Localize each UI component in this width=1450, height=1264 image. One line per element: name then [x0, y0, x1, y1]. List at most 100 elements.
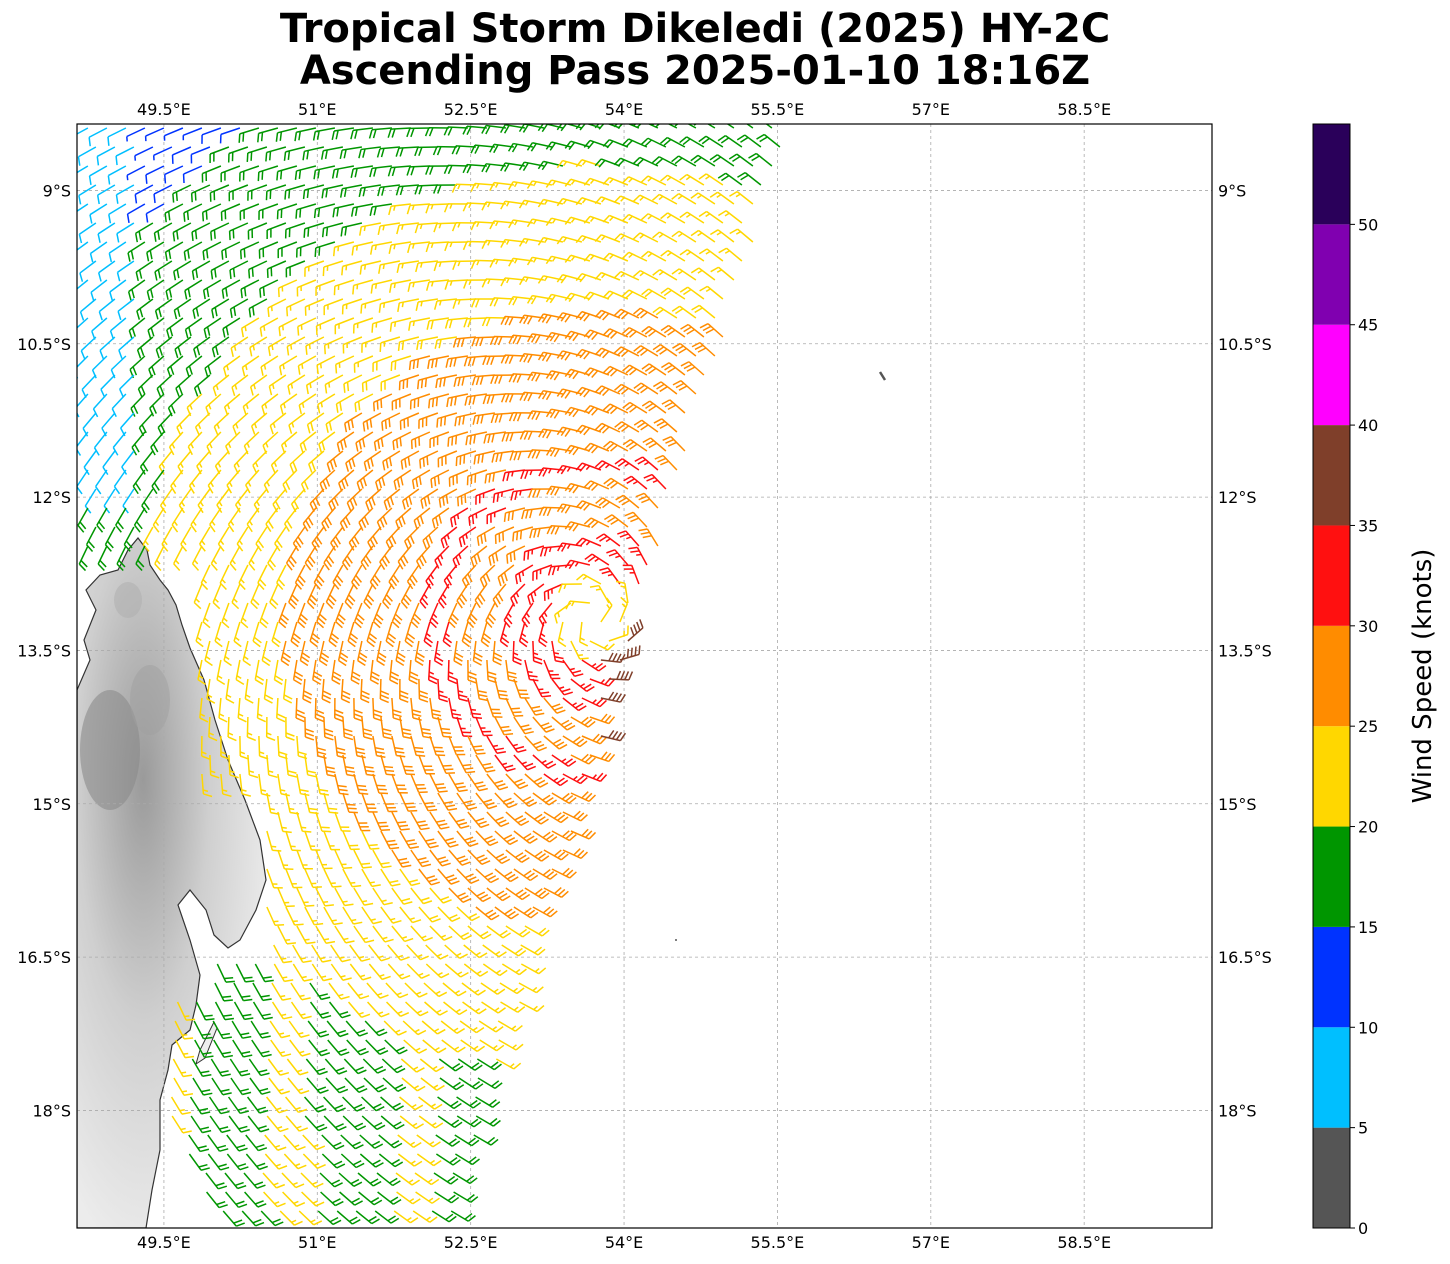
wind-barb	[375, 469, 393, 491]
wind-barb	[350, 165, 374, 178]
wind-barb	[385, 621, 397, 648]
wind-barb	[652, 269, 678, 281]
wind-barb	[463, 317, 487, 328]
wind-barb	[381, 1058, 406, 1074]
wind-barb	[296, 849, 313, 870]
wind-barb	[311, 963, 333, 982]
highland-shading	[130, 665, 170, 735]
wind-barb	[332, 203, 355, 218]
wind-barb	[494, 678, 509, 701]
wind-barb	[481, 1001, 506, 1014]
wind-barb	[602, 290, 629, 300]
wind-barb	[643, 473, 667, 490]
wind-barb	[494, 754, 516, 772]
wind-barb	[365, 1039, 389, 1055]
wind-barb	[435, 1134, 461, 1147]
wind-barb	[458, 1077, 484, 1090]
wind-barb	[285, 260, 306, 278]
wind-barb	[334, 697, 344, 722]
wind-barb	[486, 773, 509, 791]
wind-barb	[88, 127, 108, 147]
wind-barb	[505, 849, 530, 863]
colorbar-tick-label: 40	[1358, 416, 1378, 435]
wind-barb	[594, 385, 621, 397]
wind-barb	[391, 393, 412, 411]
wind-barb	[608, 625, 629, 642]
wind-barb	[556, 197, 583, 207]
wind-barb	[234, 488, 249, 513]
wind-barb	[199, 697, 209, 723]
wind-barb	[346, 1039, 369, 1056]
wind-barb	[423, 982, 448, 998]
wind-barb	[372, 925, 394, 943]
wind-barb	[603, 477, 629, 490]
wind-barb	[418, 868, 440, 886]
wind-barb	[121, 450, 135, 475]
wind-barb	[190, 146, 211, 164]
wind-barb	[635, 492, 659, 509]
wind-barb	[456, 583, 469, 609]
wind-barb	[538, 621, 548, 648]
wind-barb	[475, 792, 498, 810]
wind-barb	[250, 1020, 271, 1039]
wind-barb	[433, 184, 457, 194]
wind-barb	[308, 1039, 331, 1057]
wind-barb	[410, 773, 428, 794]
wind-barb	[383, 1020, 407, 1036]
wind-barb	[242, 393, 260, 416]
wind-barb	[304, 716, 315, 741]
wind-barb	[628, 546, 648, 566]
wind-barb	[506, 545, 526, 564]
wind-barb	[641, 400, 667, 414]
wind-barb	[418, 792, 438, 812]
wind-barb	[456, 906, 480, 922]
wind-barb	[351, 564, 363, 590]
wind-barb	[411, 469, 431, 490]
wind-barb	[153, 184, 173, 204]
wind-barb	[321, 222, 344, 238]
wind-barb	[225, 1191, 248, 1209]
wind-barb	[343, 1058, 367, 1075]
wind-barb	[315, 849, 333, 870]
wind-barb	[258, 773, 271, 797]
wind-barb	[306, 583, 318, 610]
wind-barb	[494, 792, 518, 809]
wind-barb	[699, 285, 724, 300]
wind-barb	[297, 317, 317, 336]
wind-barb	[360, 678, 370, 704]
wind-barb	[698, 210, 724, 224]
wind-barb	[452, 260, 476, 271]
wind-barb	[436, 412, 458, 428]
wind-barb	[144, 127, 165, 142]
wind-barb	[77, 241, 89, 251]
wind-barb	[400, 583, 412, 609]
wind-barb	[267, 1058, 290, 1076]
colorbar-frame	[1312, 123, 1351, 1229]
wind-barb	[248, 1058, 270, 1077]
wind-barb	[613, 270, 640, 281]
wind-barb	[276, 697, 286, 723]
wind-barb	[456, 792, 478, 811]
wind-barb	[418, 754, 435, 775]
wind-barb	[363, 583, 375, 610]
wind-barb	[407, 241, 430, 254]
wind-barb	[437, 792, 458, 811]
wind-barb	[679, 173, 705, 186]
wind-barb	[342, 830, 360, 851]
wind-barb	[173, 545, 184, 571]
wind-barb	[164, 165, 184, 184]
wind-barb	[420, 1077, 445, 1091]
wind-barb	[614, 421, 640, 433]
wind-barb	[532, 754, 557, 769]
wind-barb	[313, 564, 325, 590]
wind-barb	[595, 497, 621, 509]
wind-barb	[462, 240, 487, 251]
wind-barb	[633, 345, 659, 357]
wind-barb	[368, 127, 392, 139]
wind-barb	[349, 944, 371, 962]
wind-barb	[575, 272, 602, 283]
wind-barb	[167, 393, 184, 417]
wind-barb	[437, 716, 453, 739]
wind-barb	[450, 1210, 476, 1222]
wind-barb	[163, 127, 184, 141]
